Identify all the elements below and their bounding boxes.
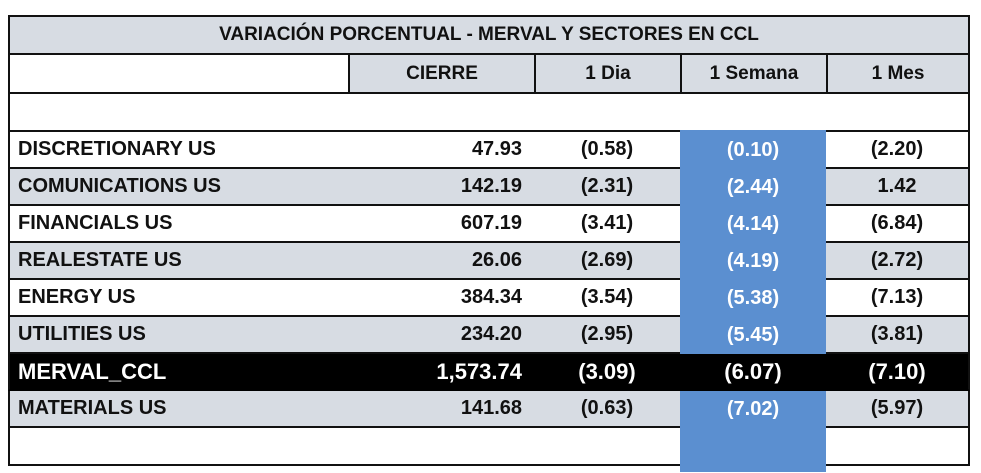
cell-dia: (2.31) <box>534 169 680 206</box>
row-label: DISCRETIONARY US <box>8 132 348 169</box>
cell-semana: (5.38) <box>726 287 780 309</box>
cell-cierre: 47.93 <box>348 132 534 169</box>
cell-cierre: 141.68 <box>348 391 534 428</box>
cell-mes: (2.72) <box>826 243 970 280</box>
row-label: MERVAL_CCL <box>8 354 348 391</box>
table-title: VARIACIÓN PORCENTUAL - MERVAL Y SECTORES… <box>8 15 970 55</box>
cell-semana: (2.44) <box>726 176 780 198</box>
cell-mes: (7.10) <box>826 354 970 391</box>
empty-cell <box>680 428 826 466</box>
cell-cierre: 384.34 <box>348 280 534 317</box>
cell-mes: (5.97) <box>826 391 970 428</box>
row-label: MATERIALS US <box>8 391 348 428</box>
cell-dia: (3.09) <box>534 354 680 391</box>
cell-dia: (3.41) <box>534 206 680 243</box>
column-header-cierre: CIERRE <box>348 55 534 94</box>
cell-semana: (4.14) <box>726 213 780 235</box>
cell-dia: (0.58) <box>534 132 680 169</box>
spacer-row <box>8 94 970 132</box>
week-column-highlight <box>680 130 826 472</box>
empty-cell <box>8 428 348 466</box>
cell-semana: (4.19) <box>726 250 780 272</box>
cell-mes: (6.84) <box>826 206 970 243</box>
cell-mes: (2.20) <box>826 132 970 169</box>
cell-dia: (0.63) <box>534 391 680 428</box>
cell-dia: (2.69) <box>534 243 680 280</box>
column-header-dia: 1 Dia <box>534 55 680 94</box>
cell-cierre: 1,573.74 <box>348 354 534 391</box>
header-blank-cell <box>8 55 348 94</box>
cell-dia: (3.54) <box>534 280 680 317</box>
cell-mes: (3.81) <box>826 317 970 354</box>
cell-semana: (0.10) <box>726 139 780 161</box>
row-label: ENERGY US <box>8 280 348 317</box>
cell-mes: (7.13) <box>826 280 970 317</box>
column-header-mes: 1 Mes <box>826 55 970 94</box>
empty-cell <box>826 428 970 466</box>
empty-cell <box>348 428 534 466</box>
cell-semana: (5.45) <box>726 324 780 346</box>
cell-mes: 1.42 <box>826 169 970 206</box>
cell-semana: (7.02) <box>726 398 780 420</box>
cell-cierre: 26.06 <box>348 243 534 280</box>
cell-semana: (6.07) <box>680 354 826 391</box>
cell-cierre: 607.19 <box>348 206 534 243</box>
row-label: UTILITIES US <box>8 317 348 354</box>
cell-cierre: 234.20 <box>348 317 534 354</box>
column-divider <box>348 55 350 94</box>
column-header-semana: 1 Semana <box>680 55 826 94</box>
row-label: FINANCIALS US <box>8 206 348 243</box>
empty-cell <box>534 428 680 466</box>
cell-cierre: 142.19 <box>348 169 534 206</box>
cell-dia: (2.95) <box>534 317 680 354</box>
row-label: REALESTATE US <box>8 243 348 280</box>
row-label: COMUNICATIONS US <box>8 169 348 206</box>
